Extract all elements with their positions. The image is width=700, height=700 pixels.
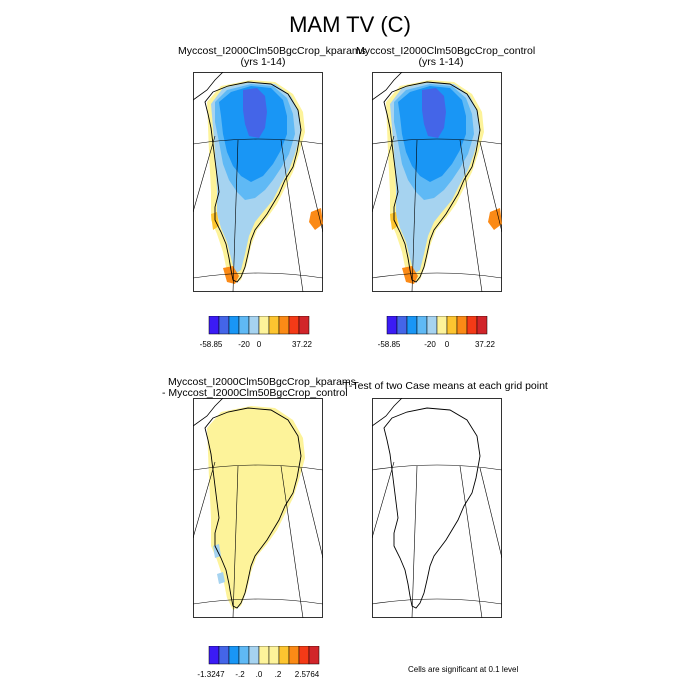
colorbar-swatch — [248, 316, 260, 335]
panel-2-title-line2: (yrs 1-14) — [418, 56, 464, 68]
graticule — [372, 461, 502, 618]
colorbar-swatch — [228, 646, 240, 665]
field-diff-yellow — [207, 406, 305, 610]
colorbar-tick-label: -20 — [238, 340, 250, 349]
field-positive-east — [488, 208, 502, 230]
colorbar-tick-label: -58.85 — [378, 340, 401, 349]
greenland-coastline — [383, 81, 481, 283]
colorbar-swatch — [466, 316, 478, 335]
colorbar-swatch — [278, 316, 290, 335]
significance-note: Cells are significant at 0.1 level — [408, 665, 519, 674]
field-deep-blue — [243, 88, 267, 138]
colorbar-swatch — [268, 646, 280, 665]
colorbar-tick-label: -1.3247 — [197, 670, 225, 679]
colorbar-swatch — [298, 646, 310, 665]
colorbar-swatch — [396, 316, 408, 335]
colorbar-swatch — [278, 646, 290, 665]
panel-3-title-line2: - Myccost_I2000Clm50BgcCrop_control — [162, 387, 348, 399]
colorbar-tick-label: 0 — [445, 340, 450, 349]
colorbar-swatch — [456, 316, 468, 335]
panel-3-title: Myccost_I2000Clm50BgcCrop_kparams - Mycc… — [162, 376, 356, 399]
field-positive-east — [309, 208, 323, 230]
colorbar-swatch — [288, 646, 300, 665]
colorbar-swatch — [218, 646, 230, 665]
colorbar-swatch — [238, 316, 250, 335]
ellesmere-coastline — [372, 398, 403, 427]
colorbar-tick-label: 37.22 — [292, 340, 313, 349]
colorbar-tick-label: 37.22 — [475, 340, 496, 349]
greenland-coastline — [383, 407, 481, 609]
colorbar-kparams: -58.85 -20 0 37.22 — [200, 316, 313, 349]
colorbar-swatch — [446, 316, 458, 335]
colorbar-swatch — [218, 316, 230, 335]
colorbar-swatch — [288, 316, 300, 335]
colorbar-tick-label: .2 — [275, 670, 282, 679]
panel-4-title: T-Test of two Case means at each grid po… — [343, 380, 548, 392]
colorbar-tick-label: -58.85 — [200, 340, 223, 349]
graticule — [193, 461, 323, 618]
map-panel-kparams — [193, 72, 323, 292]
field-deep-blue — [422, 88, 446, 138]
colorbar-swatch — [426, 316, 438, 335]
colorbar-tick-label: -.2 — [235, 670, 245, 679]
colorbar-swatch — [208, 646, 220, 665]
panel-3-title-line1: Myccost_I2000Clm50BgcCrop_kparams — [168, 376, 356, 388]
greenland-coastline — [204, 407, 302, 609]
colorbar-tick-label: 2.5764 — [295, 670, 320, 679]
field-diff-negative-2 — [217, 572, 225, 584]
ellesmere-coastline — [193, 398, 224, 427]
colorbar-control: -58.85 -20 0 37.22 — [378, 316, 496, 349]
panel-4-title-line1: T-Test of two Case means at each grid po… — [343, 380, 548, 392]
colorbar-swatch — [386, 316, 398, 335]
panel-1-title: Myccost_I2000Clm50BgcCrop_kparams (yrs 1… — [178, 45, 366, 68]
map-frame — [372, 398, 502, 618]
panel-1-title-line2: (yrs 1-14) — [240, 56, 286, 68]
colorbar-swatch — [268, 316, 280, 335]
greenland-coastline — [204, 81, 302, 283]
colorbar-swatch — [228, 316, 240, 335]
colorbar-difference: -1.3247 -.2 .0 .2 2.5764 — [197, 646, 320, 679]
colorbar-swatch — [476, 316, 488, 335]
panel-2-title-line1: Myccost_I2000Clm50BgcCrop_control — [356, 45, 536, 57]
colorbar-tick-label: 0 — [257, 340, 262, 349]
map-panel-ttest — [372, 398, 502, 618]
colorbar-tick-label: .0 — [256, 670, 263, 679]
field-positive-tip — [223, 266, 239, 284]
colorbar-swatch — [258, 646, 270, 665]
ellesmere-coastline — [193, 72, 224, 101]
colorbar-swatch — [406, 316, 418, 335]
colorbar-tick-label: -20 — [424, 340, 436, 349]
colorbar-swatch — [308, 646, 320, 665]
map-panel-difference — [193, 398, 323, 618]
field-positive-tip — [402, 266, 418, 284]
graticule — [372, 135, 502, 292]
main-title: MAM TV (C) — [289, 12, 411, 37]
colorbar-swatch — [248, 646, 260, 665]
colorbar-swatch — [298, 316, 310, 335]
colorbar-swatch — [436, 316, 448, 335]
colorbar-swatch — [258, 316, 270, 335]
map-panel-control — [372, 72, 502, 292]
graticule — [193, 135, 323, 292]
ellesmere-coastline — [372, 72, 403, 101]
panel-1-title-line1: Myccost_I2000Clm50BgcCrop_kparams — [178, 45, 366, 57]
colorbar-swatch — [208, 316, 220, 335]
panel-2-title: Myccost_I2000Clm50BgcCrop_control (yrs 1… — [356, 45, 536, 68]
colorbar-swatch — [416, 316, 428, 335]
colorbar-swatch — [238, 646, 250, 665]
